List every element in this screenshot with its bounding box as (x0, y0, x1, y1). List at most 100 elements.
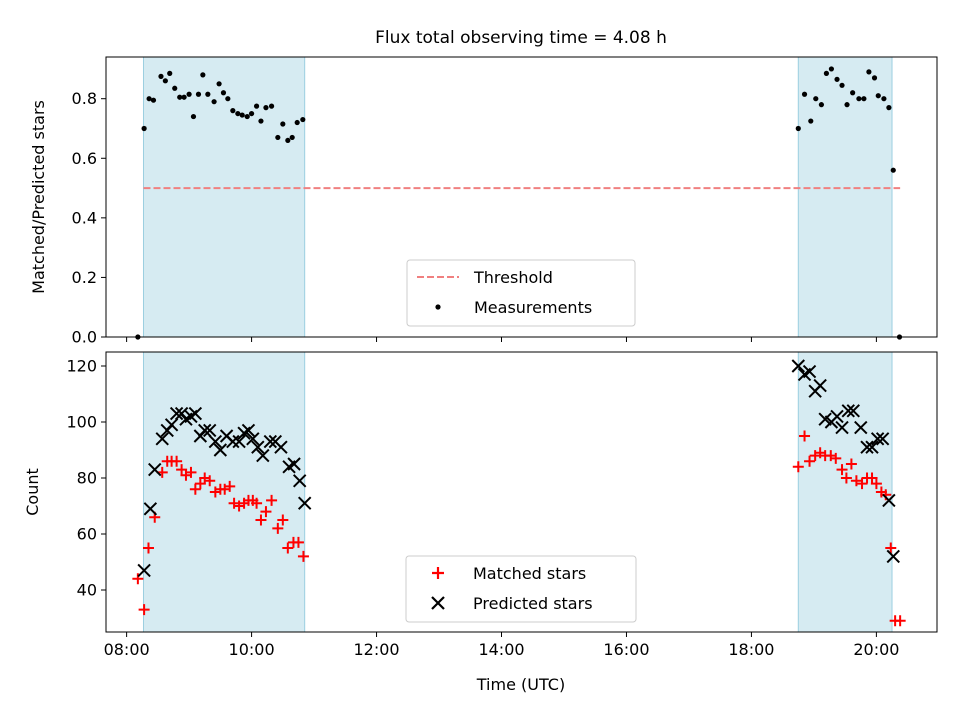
x-tick-label: 18:00 (728, 640, 774, 659)
measurements-marker (263, 105, 269, 111)
predicted-stars-marker (251, 440, 265, 454)
predicted-stars-marker (287, 457, 301, 471)
predicted-stars-marker (813, 378, 827, 393)
predicted-stars-marker (256, 448, 270, 463)
predicted-stars-marker (246, 432, 260, 446)
matched-stars-marker (176, 464, 188, 476)
predicted-stars-marker (164, 418, 179, 432)
measurements-marker (181, 94, 187, 100)
predicted-stars-marker (860, 440, 874, 454)
measurements-marker (808, 118, 814, 124)
measurements-marker (850, 90, 856, 96)
measurements-marker (167, 70, 173, 76)
predicted-stars-marker (870, 432, 885, 446)
predicted-stars-marker (292, 474, 307, 488)
measurements-marker (216, 81, 222, 87)
predicted-stars-marker (143, 502, 158, 516)
matched-stars-marker (282, 542, 294, 554)
measurements-marker (172, 85, 178, 91)
measurements-marker (861, 96, 867, 102)
measurements-marker (890, 167, 896, 173)
predicted-stars-marker (802, 364, 817, 379)
x-tick-label: 16:00 (603, 640, 649, 659)
matched-stars-marker (266, 494, 278, 506)
measurements-marker (244, 113, 250, 120)
measurements-marker (280, 121, 286, 127)
counts-y-tick-label: 100 (66, 413, 97, 432)
matched-stars-marker (272, 522, 284, 534)
matched-stars-marker (850, 475, 862, 487)
measurements-marker (239, 112, 245, 118)
measurements-marker (195, 91, 202, 97)
ratio-y-axis-label: Matched/Predicted stars (29, 100, 48, 294)
measurements-marker (205, 91, 211, 97)
chart-title: Flux total observing time = 4.08 h (375, 28, 667, 48)
measurements-marker (258, 118, 264, 124)
measurements-marker (186, 91, 192, 97)
measurements-marker (158, 73, 164, 79)
predicted-stars-marker (835, 420, 849, 435)
predicted-stars-marker (846, 404, 860, 418)
matched-stars-marker (204, 475, 216, 487)
predicted-legend-label: Predicted stars (473, 594, 593, 613)
counts-y-tick-label: 120 (66, 357, 97, 376)
ratio-observing-window-0 (142, 57, 306, 337)
predicted-stars-marker (297, 496, 312, 510)
measurements-marker (881, 96, 887, 102)
measurements-marker (795, 125, 801, 132)
measurements-marker (823, 70, 830, 76)
predicted-stars-marker (263, 434, 278, 449)
counts-y-tick-label: 60 (77, 525, 97, 544)
predicted-stars-marker (198, 423, 212, 438)
predicted-stars-marker (274, 440, 288, 454)
measurements-marker (285, 137, 291, 144)
predicted-stars-marker (841, 404, 855, 418)
measurements-marker (190, 113, 197, 120)
x-axis-label: Time (UTC) (476, 675, 565, 694)
measurements-marker (177, 94, 183, 100)
matched-stars-marker (840, 472, 852, 484)
counts-axes-frame (105, 351, 938, 633)
matched-stars-marker (292, 536, 304, 548)
measurements-marker (211, 99, 217, 105)
matched-stars-marker (885, 542, 897, 554)
measurements-marker (875, 93, 881, 99)
measurements-marker (886, 105, 892, 111)
counts-legend: Matched stars Predicted stars (405, 555, 637, 623)
counts-y-axis: 40 60 80 100 120 (66, 357, 106, 600)
matched-stars-marker (142, 542, 154, 554)
predicted-stars-marker (241, 423, 256, 438)
measurements-marker (253, 103, 260, 109)
measurements-marker (225, 96, 231, 102)
ratio-markers (135, 66, 903, 340)
ratio-axes-frame (105, 56, 938, 338)
matched-stars-marker (894, 615, 906, 627)
measurements-marker (146, 96, 152, 102)
measurements-marker (866, 69, 872, 75)
predicted-stars-marker (830, 409, 844, 424)
ratio-y-tick-label: 0.2 (72, 268, 97, 287)
matched-stars-marker (799, 430, 811, 442)
measurements-legend-marker (435, 304, 441, 310)
predicted-stars-marker (208, 434, 223, 449)
measurements-marker (235, 110, 241, 117)
measurements-marker (813, 96, 819, 102)
x-tick-label: 12:00 (353, 640, 399, 659)
predicted-stars-marker (155, 432, 169, 446)
matched-stars-marker (251, 497, 263, 509)
measurements-marker (230, 108, 236, 114)
ratio-x-ticks (126, 337, 877, 342)
measurements-legend-label: Measurements (474, 298, 592, 317)
predicted-stars-marker (882, 493, 896, 508)
ratio-y-axis: 0.0 0.2 0.4 0.6 0.8 (72, 89, 106, 347)
matched-stars-marker (870, 478, 882, 490)
matched-stars-marker (830, 452, 842, 464)
measurements-marker (275, 134, 281, 141)
measurements-marker (839, 82, 845, 88)
predicted-stars-marker (148, 462, 162, 477)
matched-stars-marker (277, 514, 289, 526)
predicted-stars-marker (213, 443, 228, 457)
counts-y-axis-label: Count (23, 468, 42, 516)
matched-legend-marker (432, 567, 444, 579)
matched-stars-marker (804, 455, 816, 467)
